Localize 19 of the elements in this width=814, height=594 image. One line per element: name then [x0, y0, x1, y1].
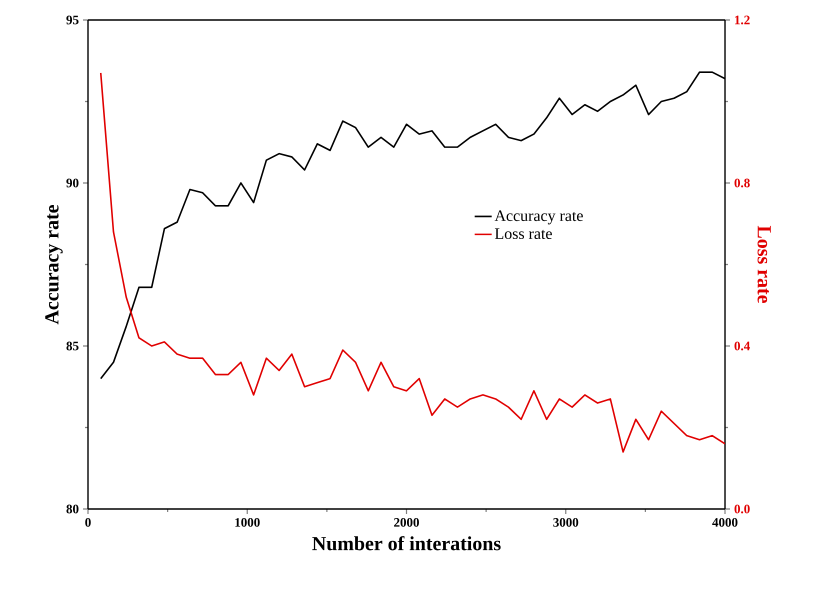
x-tick-label: 1000 [235, 518, 260, 527]
legend-label: Accuracy rate [494, 210, 583, 224]
x-tick-label: 3000 [553, 518, 578, 527]
y-tick-label: 90 [66, 178, 78, 188]
y-tick-label: 85 [66, 342, 79, 350]
y2-tick-label: 0.4 [734, 342, 750, 350]
x-tick-label: 0 [85, 518, 91, 527]
y2-tick-label: 0.8 [734, 178, 750, 188]
x-tick-label: 4000 [712, 518, 738, 527]
y-tick-label: 80 [66, 504, 78, 514]
y2-tick-label: 1.2 [735, 16, 750, 24]
legend-label: Loss rate [494, 228, 552, 240]
y2-tick-label: 0.0 [734, 504, 750, 514]
y-axis-title: Accuracy rate [45, 204, 63, 324]
x-tick-label: 2000 [394, 518, 419, 527]
y2-axis-title: Loss rate [758, 226, 771, 303]
x-axis-title: Number of interations [312, 536, 501, 550]
line-series [100, 72, 726, 453]
y-tick-label: 95 [66, 16, 79, 24]
